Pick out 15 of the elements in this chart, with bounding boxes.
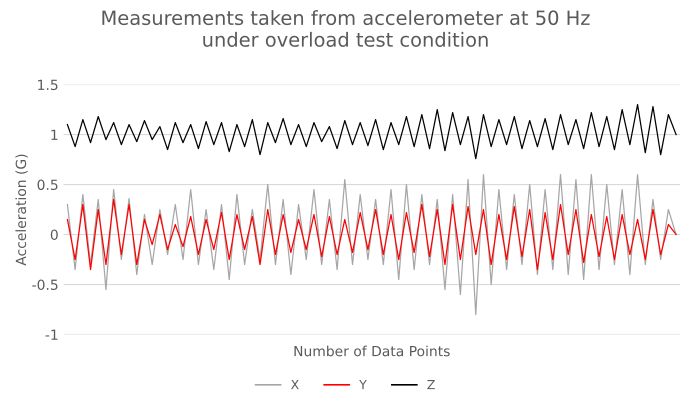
line-series [66, 174, 677, 316]
y-tick-label: 0.5 [38, 180, 58, 190]
y-axis-title: Acceleration (G) [15, 154, 28, 266]
y-tick-label: -1 [46, 330, 58, 340]
legend-label: Z [427, 380, 435, 390]
x-axis-title: Number of Data Points [294, 346, 450, 356]
line-series [66, 104, 677, 160]
line-series [66, 198, 677, 270]
legend-label: X [290, 380, 299, 390]
y-tick-label: 1.5 [38, 80, 58, 90]
y-tick-label: 0 [50, 230, 58, 240]
chart-title: Measurements taken from accelerometer at 50 Hz under overload test condition [102, 10, 590, 47]
y-tick-label: 1 [51, 130, 58, 140]
y-tick-label: -0.5 [32, 279, 58, 290]
legend-label: Y [359, 380, 367, 390]
